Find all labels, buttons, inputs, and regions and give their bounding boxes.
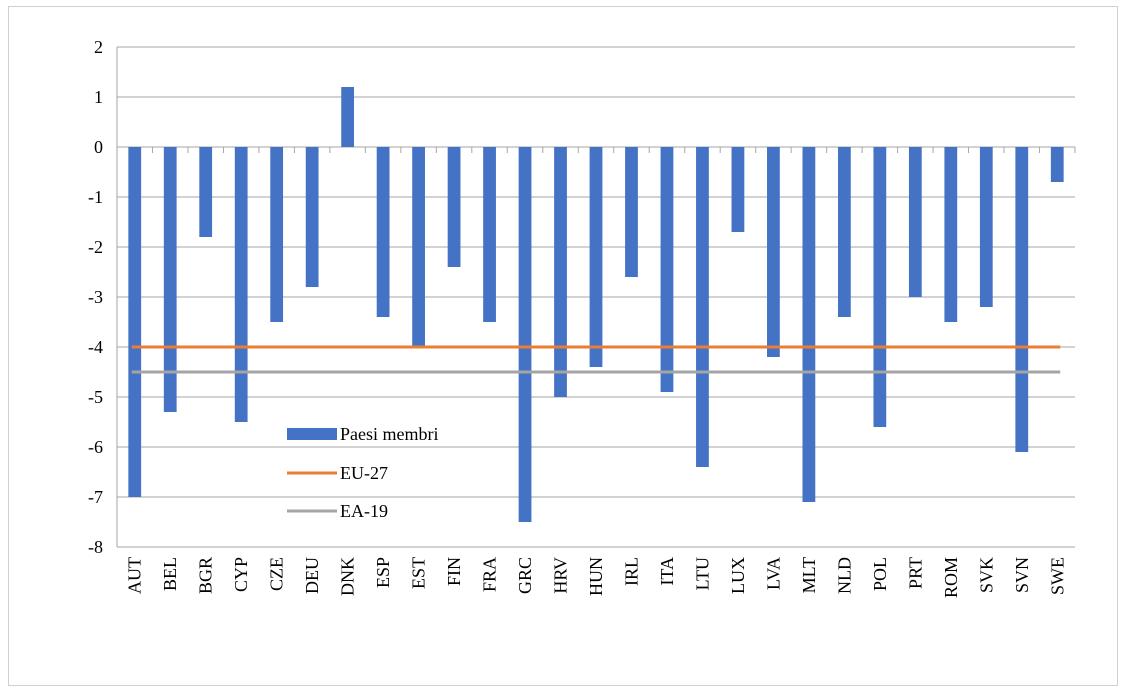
bar-hun	[589, 147, 603, 367]
x-tick-label: LUX	[728, 557, 748, 594]
chart-frame: 2 1 0 -1 -2 -3 -4 -5 -6 -7 -8 AUT BEL BGR CYP CZE DEU DN…	[8, 6, 1118, 686]
x-tick-label: POL	[870, 557, 890, 591]
y-tick-label: -4	[88, 337, 103, 357]
legend-label-eu-27: EU-27	[340, 463, 388, 483]
y-tick-label: -5	[88, 387, 103, 407]
y-tick-label: -6	[88, 437, 103, 457]
y-tick-label: -7	[88, 487, 103, 507]
x-tick-label: IRL	[621, 557, 641, 586]
x-tick-label: ESP	[373, 557, 393, 588]
x-tick-label: MLT	[799, 557, 819, 593]
legend-swatch-paesi-membri	[287, 428, 337, 440]
x-tick-label: ROM	[941, 557, 961, 598]
x-tick-label: SVN	[1012, 557, 1032, 593]
bar-irl	[625, 147, 638, 277]
x-tick-label: FIN	[444, 557, 464, 586]
bar-ita	[660, 147, 674, 392]
legend: Paesi membri EU-27 EA-19	[287, 424, 438, 521]
bar-fra	[483, 147, 496, 322]
x-tick-label: FRA	[480, 557, 500, 592]
x-tick-label: AUT	[125, 557, 145, 594]
bar-lva	[767, 147, 780, 357]
x-tick-label: HUN	[586, 557, 606, 596]
bars	[128, 87, 1064, 522]
bar-bgr	[199, 147, 213, 237]
x-tick-label: EST	[409, 557, 429, 589]
x-tick-label: SWE	[1047, 557, 1067, 595]
bar-lux	[731, 147, 745, 232]
x-tick-label: CZE	[267, 557, 287, 591]
bar-deu	[305, 147, 319, 287]
x-tick-label: ITA	[657, 557, 677, 586]
bar-cyp	[234, 147, 248, 422]
legend-label-ea-19: EA-19	[340, 501, 388, 521]
bar-esp	[376, 147, 390, 317]
bar-ltu	[696, 147, 709, 467]
bar-nld	[837, 147, 851, 317]
bar-svk	[979, 147, 993, 307]
x-tick-label: BGR	[196, 557, 216, 594]
y-tick-label: -8	[88, 537, 103, 557]
bar-grc	[518, 147, 532, 522]
x-tick-label: CYP	[231, 557, 251, 592]
y-tick-label: -1	[88, 187, 103, 207]
x-tick-label: LTU	[692, 557, 712, 590]
legend-label-paesi-membri: Paesi membri	[340, 424, 438, 444]
x-tick-label: PRT	[905, 557, 925, 589]
x-tick-label: LVA	[763, 557, 783, 590]
x-axis-tick-labels: AUT BEL BGR CYP CZE DEU DNK ESP EST FIN FRA GRC HRV H…	[125, 557, 1068, 598]
y-axis-tick-labels: 2 1 0 -1 -2 -3 -4 -5 -6 -7 -8	[88, 37, 103, 557]
bar-chart: 2 1 0 -1 -2 -3 -4 -5 -6 -7 -8 AUT BEL BGR CYP CZE DEU DN…	[88, 37, 1076, 598]
reference-lines	[131, 345, 1061, 374]
bar-hrv	[554, 147, 567, 397]
bar-rom	[944, 147, 958, 322]
y-tick-label: 1	[94, 87, 103, 107]
x-tick-label: HRV	[551, 557, 571, 594]
x-tick-label: NLD	[834, 557, 854, 594]
bar-pol	[873, 147, 887, 427]
y-tick-label: -2	[88, 237, 103, 257]
y-tick-label: 0	[94, 137, 103, 157]
x-tick-label: GRC	[515, 557, 535, 594]
bar-aut	[128, 147, 142, 497]
bar-svn	[1015, 147, 1029, 452]
bar-mlt	[802, 147, 816, 502]
bar-cze	[270, 147, 284, 322]
bar-swe	[1050, 147, 1064, 182]
y-tick-label: -3	[88, 287, 103, 307]
y-tick-label: 2	[94, 37, 103, 57]
x-tick-label: SVK	[976, 557, 996, 593]
x-tick-label: DNK	[338, 557, 358, 596]
x-tick-label: BEL	[160, 557, 180, 591]
bar-est	[412, 147, 425, 347]
x-tick-label: DEU	[302, 557, 322, 594]
bar-fin	[447, 147, 461, 267]
bar-prt	[908, 147, 922, 297]
bar-dnk	[341, 87, 355, 147]
